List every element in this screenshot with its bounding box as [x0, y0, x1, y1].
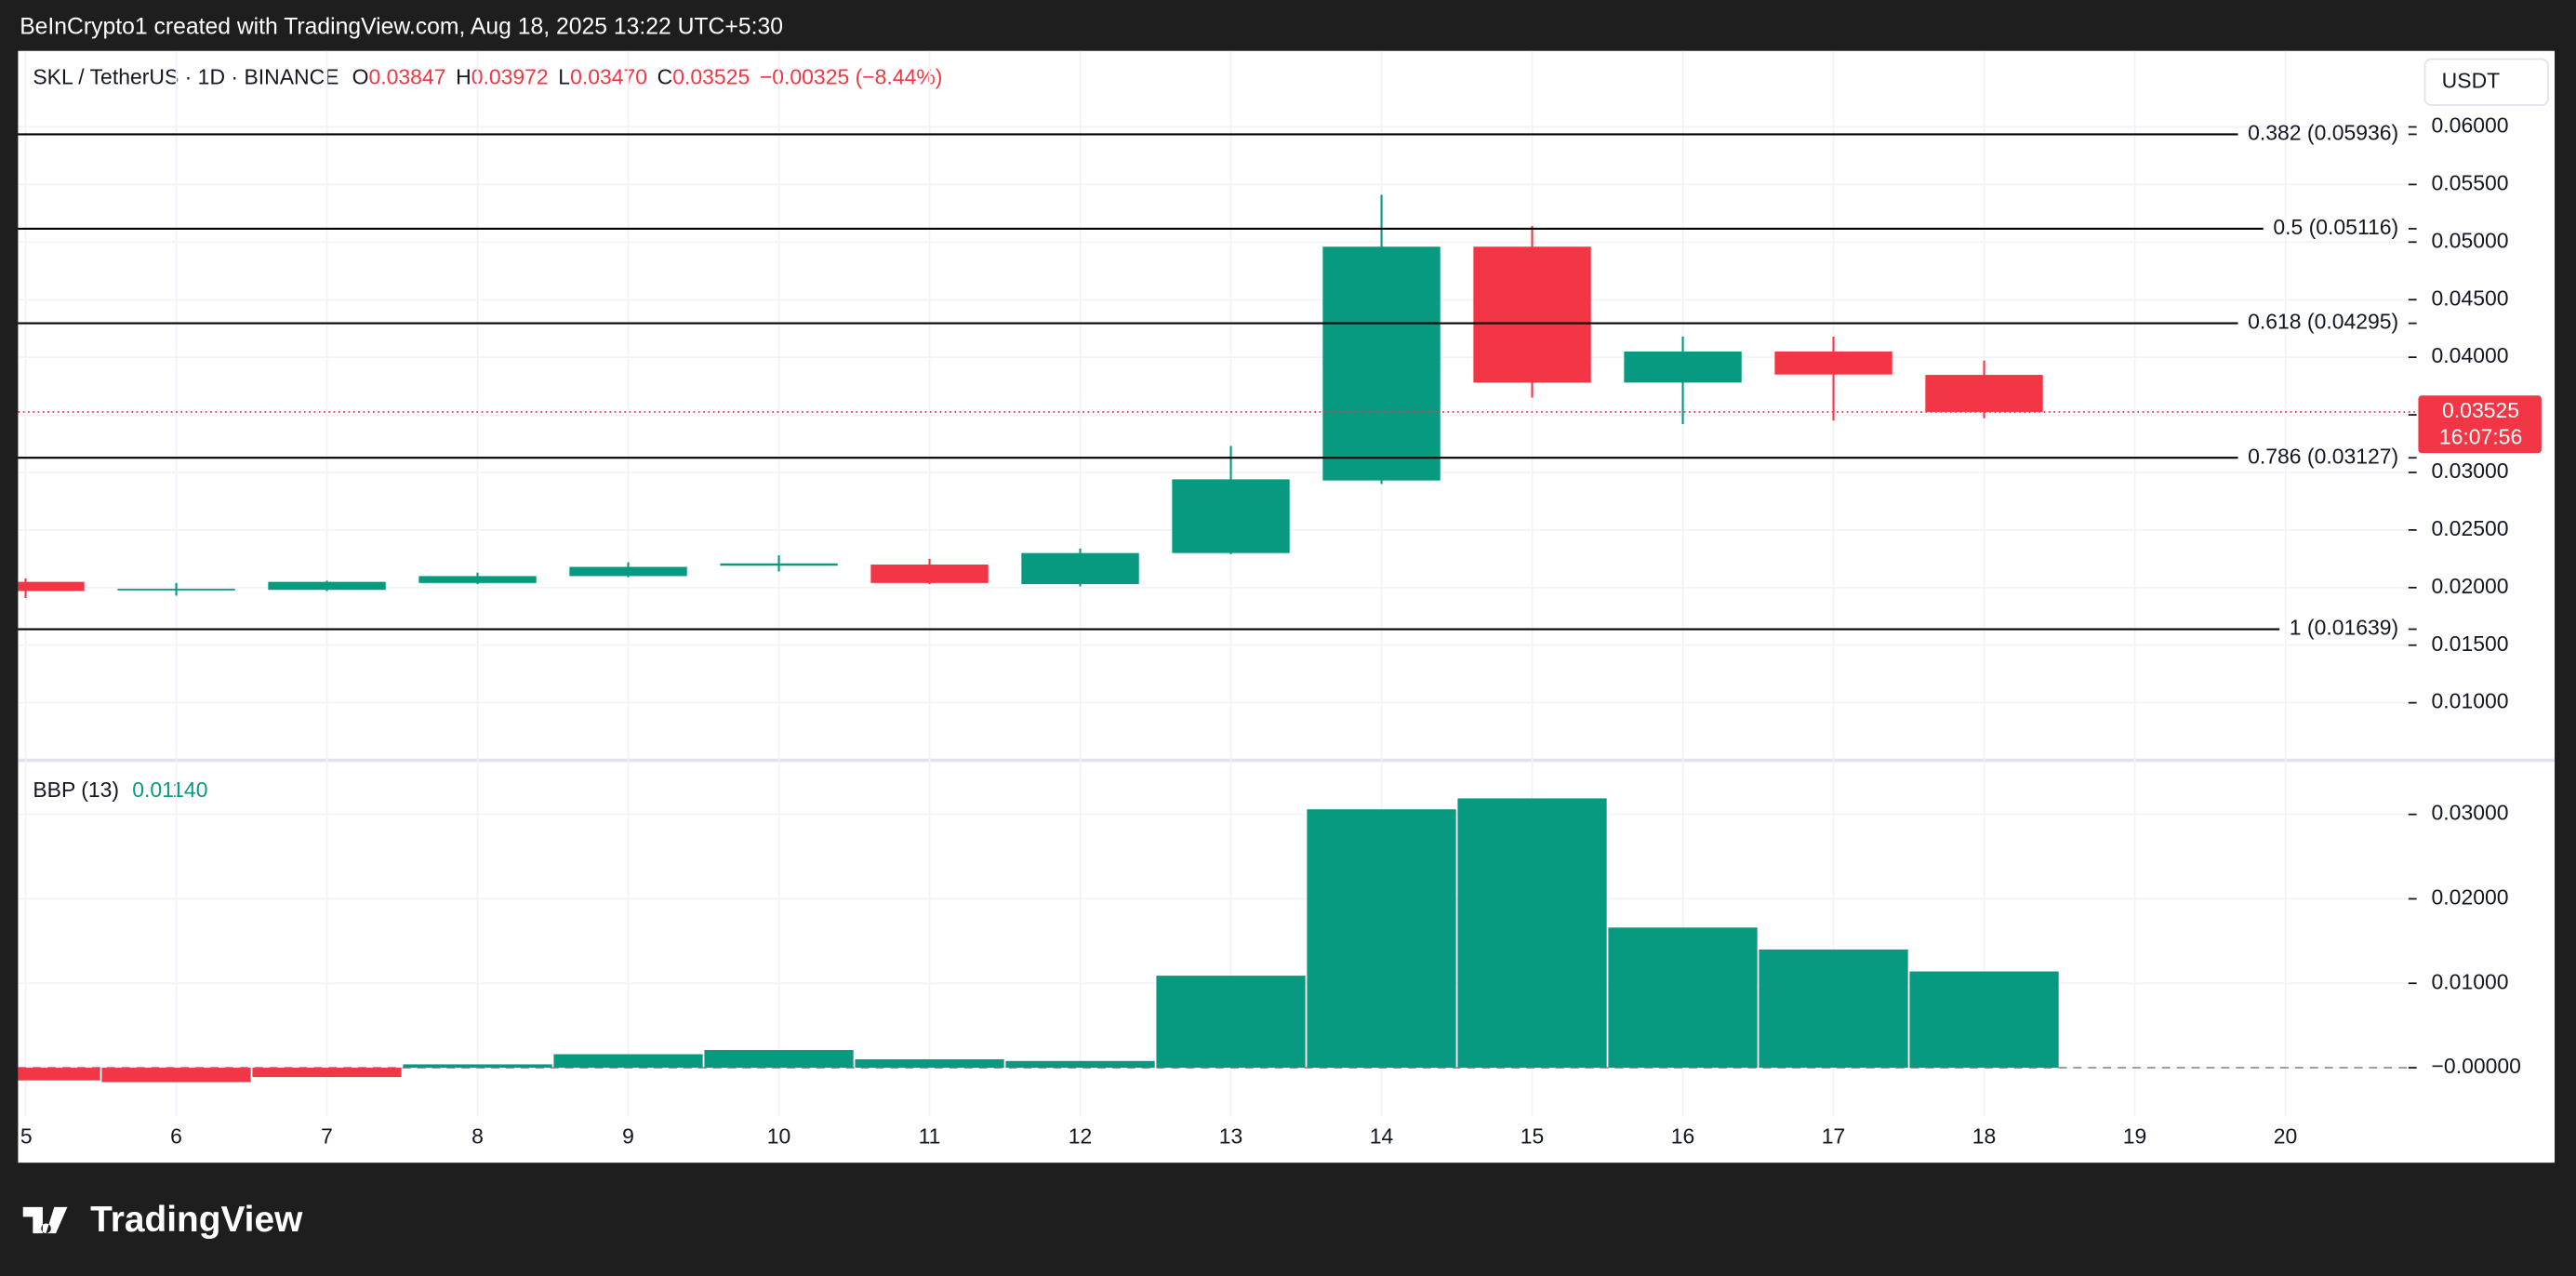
y-tick-label: 0.04500: [2432, 286, 2509, 310]
ohlc-name: L: [558, 65, 570, 89]
candle-body: [870, 565, 989, 583]
x-tick-label: 13: [1219, 1124, 1243, 1149]
x-tick-label: 19: [2123, 1124, 2147, 1149]
price-tag-value: 0.03525: [2442, 398, 2519, 422]
x-tick-label: 6: [170, 1124, 182, 1149]
y-tick-label: 0.05500: [2432, 170, 2509, 194]
candle-body: [418, 576, 537, 583]
bar: [1909, 971, 2059, 1069]
y-tick-label: 0.01000: [2432, 689, 2509, 713]
symbol: SKL / TetherUS · 1D · BINANCE: [33, 65, 339, 89]
x-tick-label: 5: [20, 1124, 33, 1149]
level-label: 0.382 (0.05936): [2248, 120, 2398, 144]
y-tick-label: 0.01500: [2432, 631, 2509, 656]
x-tick-label: 20: [2274, 1124, 2298, 1149]
y-tick-label: 0.06000: [2432, 113, 2509, 138]
bar: [553, 1054, 703, 1069]
level-label: 1 (0.01639): [2290, 616, 2398, 640]
x-tick-label: 16: [1671, 1124, 1695, 1149]
ohlc-name: C: [657, 65, 673, 89]
y-tick-label: 0.01000: [2432, 969, 2509, 993]
candle-body: [1021, 552, 1139, 585]
candle-body: [569, 566, 687, 577]
candle-body: [720, 563, 838, 566]
brand: TradingView: [90, 1200, 303, 1240]
bar: [1307, 809, 1456, 1069]
indicator-title: BBP (13): [33, 778, 119, 802]
level-label: 0.618 (0.04295): [2248, 310, 2398, 334]
y-tick-label: 0.05000: [2432, 228, 2509, 252]
bar: [1457, 798, 1607, 1069]
bar: [18, 1068, 100, 1081]
candle-body: [1172, 479, 1290, 553]
candle-body: [117, 589, 235, 591]
y-tick-label: 0.03000: [2432, 801, 2509, 825]
x-tick-label: 12: [1069, 1124, 1093, 1149]
x-tick-label: 10: [767, 1124, 791, 1149]
y-tick-label: 0.02000: [2432, 574, 2509, 598]
currency[interactable]: USDT: [2442, 68, 2500, 92]
y-tick-label: −0.00000: [2432, 1054, 2521, 1078]
candle-body: [1322, 246, 1441, 481]
y-tick-label: 0.02000: [2432, 885, 2509, 910]
x-tick-label: 17: [1822, 1124, 1846, 1149]
x-tick-label: 15: [1520, 1124, 1545, 1149]
candle-body: [1925, 375, 2043, 412]
x-tick-label: 7: [321, 1124, 333, 1149]
x-tick-label: 8: [471, 1124, 484, 1149]
y-tick-label: 0.02500: [2432, 516, 2509, 540]
ohlc-value: 0.03847: [369, 65, 446, 89]
bar: [1156, 976, 1306, 1069]
bar: [1759, 949, 1908, 1069]
candle-body: [1473, 246, 1591, 383]
x-tick-label: 18: [1972, 1124, 1997, 1149]
candle-body: [18, 581, 85, 591]
logo: TradingView: [22, 1200, 303, 1240]
candle-body: [1624, 351, 1742, 383]
x-tick-label: 9: [622, 1124, 634, 1149]
candle-body: [268, 581, 386, 591]
indicator-value: 0.01140: [132, 778, 207, 802]
plot-layer: [18, 50, 2415, 1117]
x-tick-label: 14: [1370, 1124, 1394, 1149]
x-tick-label: 11: [919, 1124, 941, 1149]
logo-icon: [22, 1206, 68, 1234]
bar: [855, 1058, 1004, 1069]
candle-body: [1774, 351, 1892, 375]
countdown: 16:07:56: [2439, 424, 2522, 448]
y-tick-label: 0.04000: [2432, 343, 2509, 367]
ohlc-name: H: [456, 65, 471, 89]
level-label: 0.5 (0.05116): [2273, 215, 2398, 239]
bar: [1005, 1060, 1155, 1069]
ohlc-value: 0.03972: [471, 65, 549, 89]
bar: [101, 1068, 251, 1083]
credit: BeInCrypto1 created with TradingView.com…: [20, 15, 783, 40]
price-tag: [2418, 395, 2542, 454]
currency-button[interactable]: [2423, 58, 2549, 106]
ohlc-name: O: [352, 65, 369, 89]
ohlc-value: 0.03470: [570, 65, 647, 89]
bar: [403, 1064, 552, 1069]
change: −0.00325 (−8.44%): [760, 65, 943, 89]
y-tick-label: 0.03000: [2432, 459, 2509, 483]
bar: [704, 1049, 854, 1069]
level-label: 0.786 (0.03127): [2248, 444, 2398, 468]
bar: [252, 1068, 402, 1078]
bar: [1608, 927, 1758, 1069]
ohlc-value: 0.03525: [672, 65, 750, 89]
indicator-legend: BBP (13) 0.01140: [33, 778, 207, 802]
legend-line: SKL / TetherUS · 1D · BINANCE O0.03847 H0.…: [33, 65, 942, 89]
